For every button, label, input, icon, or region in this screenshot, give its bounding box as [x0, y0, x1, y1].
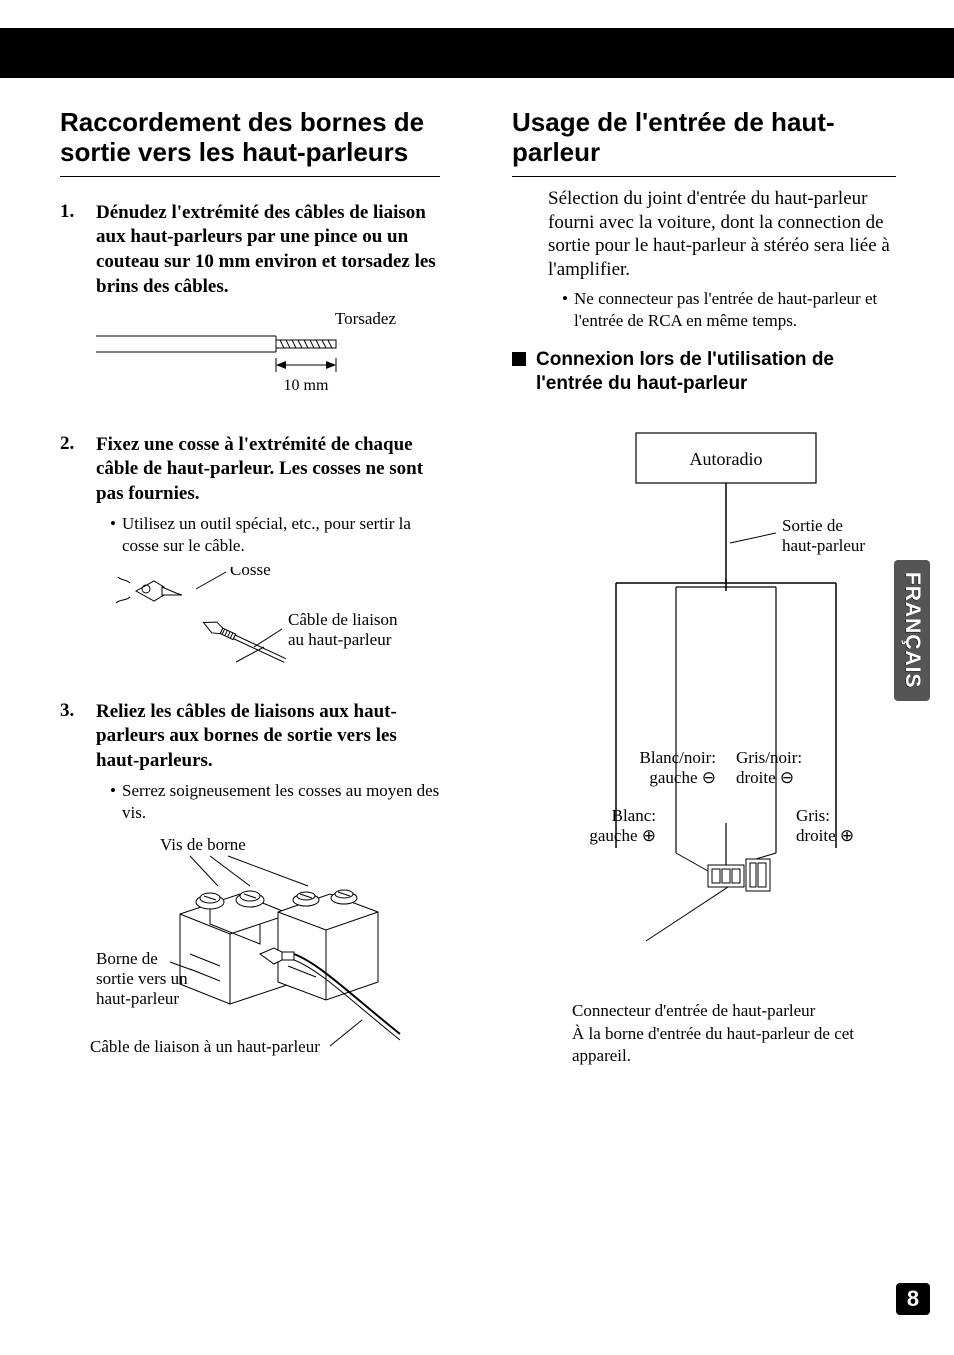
fig3-borne-label-2: sortie vers un — [96, 969, 188, 988]
fig2-cable-label-1: Câble de liaison — [288, 610, 398, 629]
step-1: Dénudez l'extrémité des câbles de liaiso… — [60, 201, 440, 405]
fig3-borne-label-3: haut-parleur — [96, 989, 179, 1008]
step-3: Reliez les câbles de liaisons aux haut-p… — [60, 700, 440, 1069]
right-intro: Sélection du joint d'entrée du haut-parl… — [512, 187, 896, 282]
fig3-cable-label: Câble de liaison à un haut-parleur — [90, 1037, 320, 1056]
right-bullet: Ne connecteur pas l'entrée de haut-parle… — [562, 288, 896, 332]
connector-caption: Connecteur d'entrée de haut-parleur À la… — [512, 1000, 896, 1066]
fig3-borne-label-1: Borne de — [96, 949, 158, 968]
sub-heading: Connexion lors de l'utilisation de l'ent… — [512, 348, 896, 396]
left-column: Raccordement des bornes de sortie vers l… — [60, 108, 440, 1252]
diag-grisnoir-1: Gris/noir: — [736, 748, 802, 767]
fig2-cable-label-2: au haut-parleur — [288, 630, 392, 649]
top-black-band — [0, 28, 954, 78]
steps-list: Dénudez l'extrémité des câbles de liaiso… — [60, 201, 440, 1069]
diag-sortie-2: haut-parleur — [782, 536, 865, 555]
fig2-cosse-label: Cosse — [230, 567, 271, 579]
step-3-figure: Vis de borne — [60, 834, 440, 1069]
title-rule — [60, 176, 440, 177]
fig1-len-label: 10 mm — [284, 377, 329, 394]
fig3-vis-label: Vis de borne — [160, 835, 246, 854]
diag-gris-2: droite ⊕ — [796, 826, 854, 845]
step-2-figure: Cosse Câble de liaison au haut-parle — [96, 567, 440, 672]
step-3-sub: Serrez soigneusement les cosses au moyen… — [110, 780, 440, 824]
diag-grisnoir-2: droite ⊖ — [736, 768, 794, 787]
step-3-head: Reliez les câbles de liaisons aux haut-p… — [96, 700, 440, 774]
right-column: Usage de l'entrée de haut-parleur Sélect… — [512, 108, 896, 1252]
diag-sortie-1: Sortie de — [782, 516, 843, 535]
right-title: Usage de l'entrée de haut-parleur — [512, 108, 896, 168]
diag-blancnoir-1: Blanc/noir: — [640, 748, 716, 767]
step-1-head: Dénudez l'extrémité des câbles de liaiso… — [96, 201, 440, 300]
conn-line-1: Connecteur d'entrée de haut-parleur — [572, 1001, 815, 1020]
left-title: Raccordement des bornes de sortie vers l… — [60, 108, 440, 168]
diag-blanc-1: Blanc: — [612, 806, 656, 825]
title-rule-right — [512, 176, 896, 177]
step-2-sub: Utilisez un outil spécial, etc., pour se… — [110, 513, 440, 557]
diag-autoradio: Autoradio — [690, 449, 763, 469]
page-content: Raccordement des bornes de sortie vers l… — [60, 108, 894, 1252]
diag-blanc-2: gauche ⊕ — [589, 826, 656, 845]
square-bullet-icon — [512, 352, 526, 366]
step-2-head: Fixez une cosse à l'extrémité de chaque … — [96, 433, 440, 507]
fig1-torsadez-label: Torsadez — [335, 310, 396, 328]
step-2: Fixez une cosse à l'extrémité de chaque … — [60, 433, 440, 672]
step-1-figure: Torsadez — [96, 310, 440, 405]
diag-blancnoir-2: gauche ⊖ — [649, 768, 716, 787]
language-tab: FRANÇAIS — [894, 560, 930, 701]
page-number: 8 — [896, 1283, 930, 1315]
conn-line-2: À la borne d'entrée du haut-parleur de c… — [572, 1024, 854, 1065]
diag-gris-1: Gris: — [796, 806, 830, 825]
sub-heading-text: Connexion lors de l'utilisation de l'ent… — [536, 348, 896, 396]
connection-diagram: Autoradio Sortie de haut-parleur Blanc/n… — [512, 423, 896, 988]
